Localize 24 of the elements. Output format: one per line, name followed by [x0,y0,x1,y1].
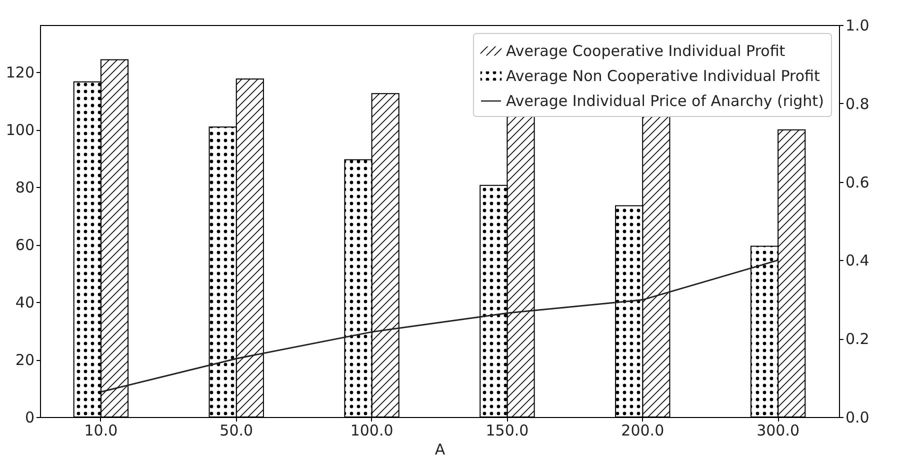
legend-label: Average Non Cooperative Individual Profit [506,67,820,85]
x-axis-title: A [434,440,446,457]
y-tick-label: 80 [15,178,34,197]
y2-tick-label: 0.4 [846,252,870,270]
legend-label: Average Cooperative Individual Profit [506,42,786,60]
y-tick-label: 120 [6,64,34,82]
y2-tick-label: 0.2 [846,330,870,348]
x-tick-label: 200.0 [621,422,664,440]
y2-tick-label: 0.8 [846,94,870,113]
y-tick-label: 100 [6,121,34,140]
x-tick-label: 300.0 [756,422,800,440]
legend-label: Average Individual Price of Anarchy (right) [506,92,824,110]
x-tick-label: 50.0 [220,422,254,440]
y-tick-label: 20 [15,351,34,370]
y2-tick-label: 1.0 [846,16,870,34]
line-series [100,259,779,393]
x-tick-label: 150.0 [486,422,529,440]
y2-tick-label: 0.6 [846,173,870,192]
y-tick-label: 60 [15,236,34,254]
y-tick-label: 40 [15,294,34,312]
y-tick-label: 0 [24,408,34,426]
y2-tick-label: 0.0 [846,408,870,426]
x-tick-label: 10.0 [84,422,118,440]
x-tick-label: 100.0 [350,422,394,440]
